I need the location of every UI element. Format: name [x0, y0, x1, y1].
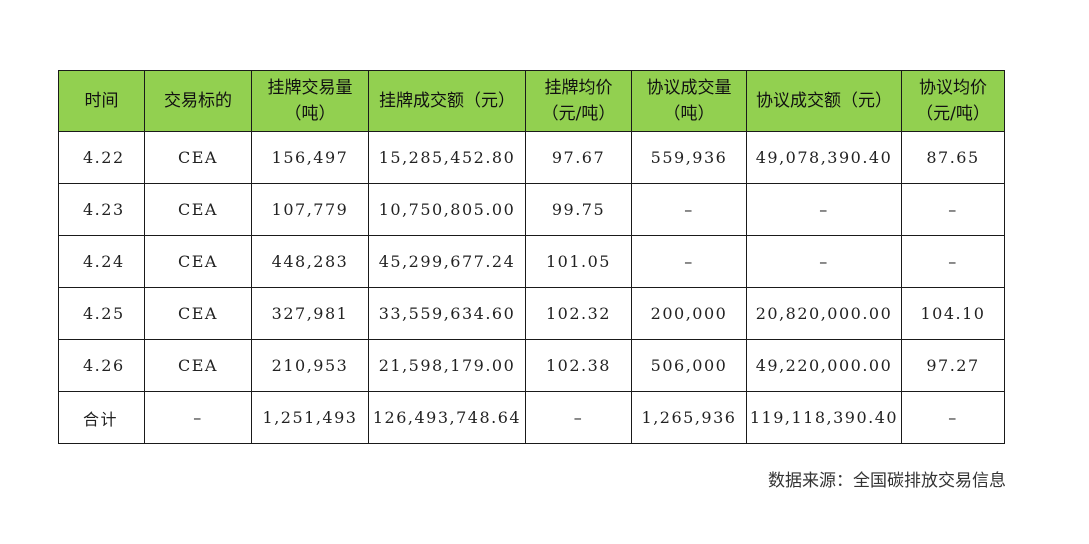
table-cell: 448,283 — [251, 235, 369, 288]
table-cell: CEA — [144, 339, 252, 392]
table-cell: CEA — [144, 131, 252, 184]
column-header-label: 挂牌交易量 — [267, 78, 353, 98]
table-cell: 1,265,936 — [631, 391, 747, 444]
table-cell: 200,000 — [631, 287, 747, 340]
table-row: 4.26 CEA 210,953 21,598,179.00 102.38 506,000… — [58, 339, 1005, 392]
column-header: 协议均价 （元/吨） — [901, 70, 1005, 132]
table-row: 4.24 CEA 448,283 45,299,677.24 101.05– – – — [58, 235, 1005, 288]
table-cell: 49,078,390.40 — [746, 131, 902, 184]
table-cell: 559,936 — [631, 131, 747, 184]
table-cell: CEA — [144, 183, 252, 236]
table-cell: CEA — [144, 287, 252, 340]
table-cell: 210,953 — [251, 339, 369, 392]
table-cell: 97.27 — [901, 339, 1005, 392]
table-row: 4.22 CEA 156,497 15,285,452.80 97.67 559,936 4… — [58, 131, 1005, 184]
table-cell: – — [901, 235, 1005, 288]
table-cell: 21,598,179.00 — [368, 339, 526, 392]
column-header-label: 协议均价 — [919, 78, 987, 98]
table-cell: – — [901, 391, 1005, 444]
column-header-label: 挂牌均价 — [544, 78, 613, 98]
table-cell: 4.23 — [58, 183, 145, 236]
table-header-row: 时间 交易标的 挂牌交易量 （吨） 挂牌成交额（元） 挂牌均价 （元/吨） 协议成交量 （吨）协… — [58, 70, 1005, 132]
table-cell: 10,750,805.00 — [368, 183, 526, 236]
table-cell: 119,118,390.40 — [746, 391, 902, 444]
table-cell: 506,000 — [631, 339, 747, 392]
table-cell: 97.67 — [525, 131, 632, 184]
table-cell: 4.22 — [58, 131, 145, 184]
table-cell: 104.10 — [901, 287, 1005, 340]
column-header: 挂牌交易量 （吨） — [251, 70, 369, 132]
source-note: 数据来源：全国碳排放交易信息 — [768, 471, 1006, 491]
column-header: 挂牌均价 （元/吨） — [525, 70, 632, 132]
table-cell: 87.65 — [901, 131, 1005, 184]
column-header-label: 协议成交量 — [646, 78, 732, 98]
column-header-unit: （元/吨） — [916, 104, 990, 124]
table-cell: 102.32 — [525, 287, 632, 340]
table-cell: 4.25 — [58, 287, 145, 340]
table-cell: – — [631, 235, 747, 288]
table-cell: 15,285,452.80 — [368, 131, 526, 184]
table-row: 4.25 CEA 327,981 33,559,634.60 102.32 200,000… — [58, 287, 1005, 340]
table-cell: – — [525, 391, 632, 444]
column-header: 挂牌成交额（元） — [368, 70, 526, 132]
table-row: 4.23 CEA 107,779 10,750,805.00 99.75– – – — [58, 183, 1005, 236]
table-cell: 4.26 — [58, 339, 145, 392]
column-header-label: 协议成交额（元） — [756, 91, 892, 111]
column-header-unit: （元/吨） — [541, 104, 616, 124]
total-row: 合计 –1,251,493 126,493,748.64–1,265,936 119,… — [58, 391, 1005, 444]
table-cell: 126,493,748.64 — [368, 391, 526, 444]
table-cell: 4.24 — [58, 235, 145, 288]
table-cell: – — [901, 183, 1005, 236]
table-cell: 49,220,000.00 — [746, 339, 902, 392]
table-cell: 1,251,493 — [251, 391, 369, 444]
carbon-trading-table: 时间 交易标的 挂牌交易量 （吨） 挂牌成交额（元） 挂牌均价 （元/吨） 协议成交量 （吨）协… — [58, 70, 1005, 444]
column-header-label: 挂牌成交额（元） — [379, 91, 515, 111]
column-header: 时间 — [58, 70, 145, 132]
table-cell: – — [144, 391, 252, 444]
table-cell: – — [746, 183, 902, 236]
table-cell: CEA — [144, 235, 252, 288]
table-cell: 327,981 — [251, 287, 369, 340]
table-cell: 20,820,000.00 — [746, 287, 902, 340]
table-cell: – — [631, 183, 747, 236]
table-cell: 101.05 — [525, 235, 632, 288]
table-cell: 合计 — [58, 391, 145, 444]
column-header-label: 时间 — [84, 91, 119, 111]
column-header-label: 交易标的 — [164, 91, 232, 111]
table-cell: 99.75 — [525, 183, 632, 236]
column-header-unit: （吨） — [284, 104, 336, 124]
column-header-unit: （吨） — [663, 104, 715, 124]
column-header: 协议成交额（元） — [746, 70, 902, 132]
table-cell: 102.38 — [525, 339, 632, 392]
table-cell: – — [746, 235, 902, 288]
table-cell: 107,779 — [251, 183, 369, 236]
table-cell: 45,299,677.24 — [368, 235, 526, 288]
column-header: 交易标的 — [144, 70, 252, 132]
column-header: 协议成交量 （吨） — [631, 70, 747, 132]
table-cell: 156,497 — [251, 131, 369, 184]
table-cell: 33,559,634.60 — [368, 287, 526, 340]
